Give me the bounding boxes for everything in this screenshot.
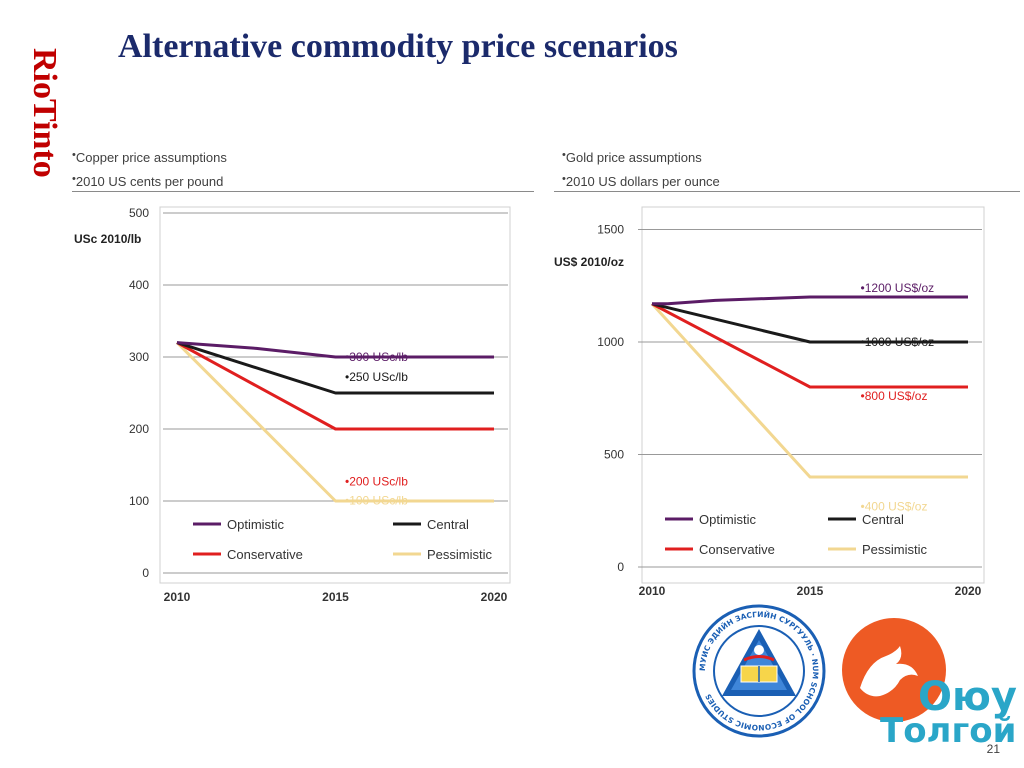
bullet-dot-icon: •	[562, 173, 566, 185]
copper-bullets: •Copper price assumptions •2010 US cents…	[72, 146, 227, 194]
num-school-seal-logo: МУИС ЭДИЙН ЗАСГИЙН СУРГУУЛЬ · NUM SCHOOL…	[692, 604, 826, 738]
y-axis-label: USc 2010/lb	[74, 232, 141, 246]
y-tick-label: 500	[604, 448, 624, 462]
annotation-label: •250 USc/lb	[345, 370, 408, 384]
x-tick-label: 2015	[322, 590, 349, 604]
legend-label-optimistic: Optimistic	[227, 517, 285, 532]
page-title: Alternative commodity price scenarios	[118, 28, 678, 65]
copper-bullet-item: •2010 US cents per pound	[72, 170, 227, 194]
legend-label-central: Central	[427, 517, 469, 532]
y-tick-label: 200	[129, 422, 149, 436]
annotation-label: •300 USc/lb	[345, 350, 408, 364]
annotation-label: •800 US$/oz	[861, 389, 928, 403]
annotation-label: •100 USc/lb	[345, 493, 408, 507]
oyu-tolgoi-line1: Оюу	[918, 674, 1017, 720]
y-tick-label: 0	[142, 566, 149, 580]
y-tick-label: 500	[129, 206, 149, 220]
y-axis-label: US$ 2010/oz	[554, 255, 624, 269]
series-line-optimistic	[176, 341, 494, 359]
annotation-label: •1200 US$/oz	[861, 281, 935, 295]
oyu-tolgoi-line2: Толгой	[880, 711, 1016, 746]
legend-label-conservative: Conservative	[227, 547, 303, 562]
x-tick-label: 2015	[797, 584, 824, 598]
plot-frame	[641, 206, 985, 584]
riotinto-logo: RioTinto	[26, 48, 63, 178]
gold-bullet-item: •Gold price assumptions	[562, 146, 720, 170]
annotation-label: •400 US$/oz	[861, 499, 928, 513]
legend-label-conservative: Conservative	[699, 542, 775, 557]
legend-label-pessimistic: Pessimistic	[862, 542, 928, 557]
legend-label-pessimistic: Pessimistic	[427, 547, 493, 562]
series-line-pessimistic	[650, 302, 968, 479]
copper-bullet-text: 2010 US cents per pound	[75, 174, 224, 189]
legend-label-central: Central	[862, 512, 904, 527]
bullet-dot-icon: •	[72, 149, 76, 161]
series-line-pessimistic	[175, 341, 494, 503]
bullet-dot-icon: •	[72, 173, 76, 185]
y-tick-label: 1500	[597, 223, 624, 237]
y-tick-label: 100	[129, 494, 149, 508]
series-line-conservative	[651, 302, 968, 389]
copper-bullet-item: •Copper price assumptions	[72, 146, 227, 170]
x-tick-label: 2010	[639, 584, 666, 598]
y-tick-label: 300	[129, 350, 149, 364]
copper-divider	[72, 191, 534, 192]
y-tick-label: 1000	[597, 335, 624, 349]
y-tick-label: 0	[617, 560, 624, 574]
series-line-central	[176, 341, 494, 395]
plot-frame	[159, 206, 511, 584]
annotation-label: •1000 US$/oz	[861, 335, 935, 349]
gold-bullets: •Gold price assumptions •2010 US dollars…	[562, 146, 720, 194]
copper-bullet-text: Copper price assumptions	[75, 150, 227, 165]
series-line-optimistic	[652, 295, 968, 306]
legend-label-optimistic: Optimistic	[699, 512, 757, 527]
oyu-tolgoi-logo: Оюу Толгой	[842, 618, 1017, 746]
gold-bullet-item: •2010 US dollars per ounce	[562, 170, 720, 194]
y-tick-label: 400	[129, 278, 149, 292]
annotation-label: •200 USc/lb	[345, 475, 408, 489]
page-number: 21	[986, 742, 1000, 756]
gold-bullet-text: 2010 US dollars per ounce	[565, 174, 720, 189]
series-line-conservative	[176, 341, 494, 431]
riotinto-logo-text: RioTinto	[26, 48, 63, 178]
series-line-central	[651, 302, 968, 344]
gold-divider	[554, 191, 1020, 192]
gold-bullet-text: Gold price assumptions	[565, 150, 702, 165]
x-tick-label: 2010	[164, 590, 191, 604]
bullet-dot-icon: •	[562, 149, 566, 161]
x-tick-label: 2020	[955, 584, 982, 598]
x-tick-label: 2020	[481, 590, 508, 604]
